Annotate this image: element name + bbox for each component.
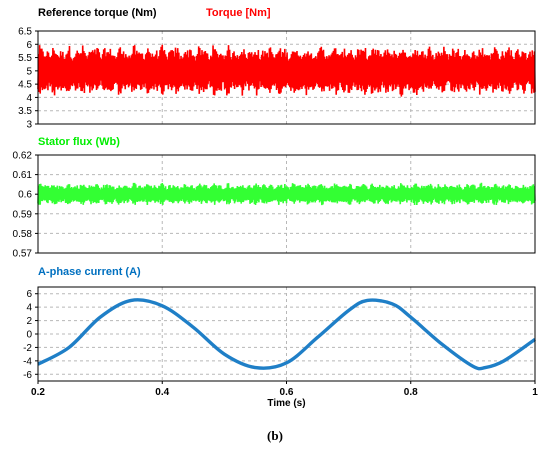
panel-label: Torque [Nm] [206,7,271,19]
x-tick-label: 0.2 [31,387,45,398]
y-tick-label: 3.5 [18,106,32,117]
x-tick-label: 0.6 [280,387,294,398]
y-tick-label: 0.61 [13,170,33,181]
y-tick-label: 0.57 [13,249,33,260]
y-tick-label: -6 [23,370,32,381]
y-tick-label: -2 [23,343,32,354]
y-tick-label: 0.59 [13,209,33,220]
y-tick-label: 5 [26,66,32,77]
series-line [37,182,536,206]
y-tick-label: 0.58 [13,229,33,240]
y-tick-label: 3 [26,120,32,131]
x-tick-label: 0.8 [404,387,418,398]
y-tick-label: 4 [26,93,32,104]
y-tick-label: 6 [26,40,32,51]
panel-label: A-phase current (A) [38,266,141,278]
y-tick-label: 0 [26,330,32,341]
y-tick-label: 4.5 [18,80,32,91]
y-tick-label: 2 [26,316,32,327]
x-axis-label: Time (s) [267,398,305,409]
y-tick-label: 6.5 [18,27,32,38]
chart-panel-1: Reference torque (Nm) Torque [Nm] 3 3.5 4 4.5… [18,7,536,131]
x-tick-label: 0.4 [155,387,169,398]
x-tick-label: 1 [532,387,538,398]
chart-panel-3: A-phase current (A) -6 -4 -2 0 2 4 6 0.2 0.4 0.6 0.… [23,266,538,409]
series-line [37,44,536,97]
y-tick-label: -4 [23,356,32,367]
panel-label: Reference torque (Nm) [38,7,157,19]
chart-panel-2: Stator flux (Wb) 0.57 0.58 0.59 0.6 0.61 0.62 [13,136,536,260]
y-tick-label: 5.5 [18,53,32,64]
figure-caption: (b) [267,428,283,443]
panel-label: Stator flux (Wb) [38,136,120,148]
y-tick-label: 4 [26,303,32,314]
y-tick-label: 0.62 [13,151,33,162]
y-tick-label: 0.6 [18,190,32,201]
plot-frame [37,154,536,254]
plot-frame [37,30,536,125]
y-tick-label: 6 [26,289,32,300]
